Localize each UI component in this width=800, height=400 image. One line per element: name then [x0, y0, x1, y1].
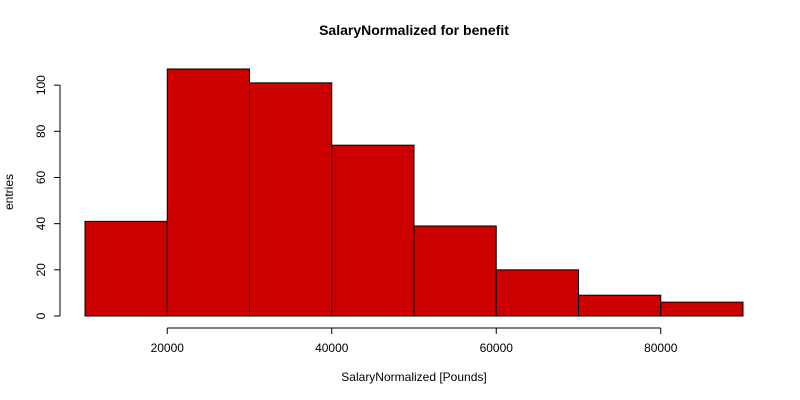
histogram-bar-4	[413, 225, 497, 317]
histogram-bar-0	[84, 220, 168, 317]
x-tick-label: 60000	[480, 341, 514, 355]
y-tick-label: 0	[34, 312, 48, 319]
histogram-bar-6	[578, 294, 662, 317]
x-tick-label: 20000	[151, 341, 185, 355]
histogram-bar-2	[249, 82, 333, 317]
y-tick-label: 20	[34, 263, 48, 277]
histogram-bar-5	[495, 269, 579, 317]
y-tick-label: 60	[34, 171, 48, 185]
y-tick-label: 80	[34, 124, 48, 138]
chart-title: SalaryNormalized for benefit	[319, 22, 509, 38]
y-axis-label: entries	[2, 174, 16, 210]
x-tick-label: 80000	[644, 341, 678, 355]
histogram-bar-1	[166, 68, 250, 317]
y-tick-label: 40	[34, 217, 48, 231]
y-tick-label: 100	[34, 75, 48, 95]
x-axis: 20000 40000 60000 80000	[151, 327, 678, 355]
histogram-bar-3	[331, 144, 415, 317]
y-axis: 0 20 40 60 80 100	[34, 75, 61, 319]
x-axis-label: SalaryNormalized [Pounds]	[341, 370, 486, 384]
histogram-bar-7	[660, 301, 744, 317]
bars-group	[84, 68, 744, 317]
x-tick-label: 40000	[315, 341, 349, 355]
